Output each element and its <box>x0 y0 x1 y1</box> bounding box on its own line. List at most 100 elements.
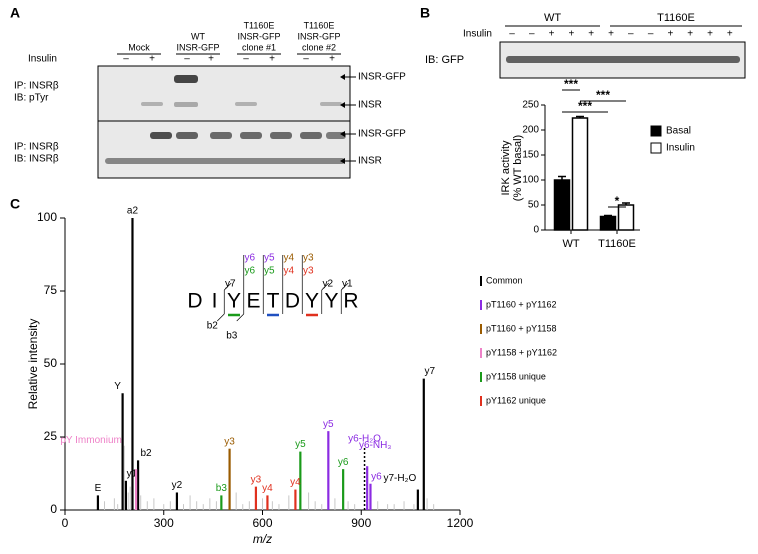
y-axis-label: Relative intensity <box>26 319 40 410</box>
fragment-hook <box>217 313 225 322</box>
legend-label: pT1160 + pY1162 <box>486 299 556 309</box>
peak-label: Y <box>114 381 121 392</box>
group-label: clone #1 <box>242 42 276 52</box>
legend-label: pY1158 unique <box>486 371 546 381</box>
insulin-sign: – <box>648 29 654 40</box>
legend-swatch <box>650 125 662 137</box>
blot-label: IB: INSRβ <box>14 154 59 165</box>
peptide-residue: I <box>212 290 218 313</box>
fragment-hook <box>341 282 349 291</box>
x-tick-label: 600 <box>252 516 272 530</box>
x-axis-label: m/z <box>253 532 272 546</box>
peak-label: E <box>95 483 102 494</box>
y-ion-label: y5 <box>264 266 275 277</box>
x-tick-label: 0 <box>62 516 69 530</box>
legend-label: pT1160 + pY1158 <box>486 323 556 333</box>
peptide-residue: D <box>285 290 300 313</box>
peak-label: b3 <box>216 483 228 494</box>
band-label: INSR <box>358 100 382 111</box>
legend-label: pY1162 unique <box>486 395 546 405</box>
insulin-sign: + <box>588 29 594 40</box>
y-tick-label: 0 <box>533 225 539 236</box>
group-label: clone #2 <box>302 42 336 52</box>
arrowhead <box>340 158 345 164</box>
legend-label: Common <box>486 275 523 285</box>
y-tick-label: 100 <box>37 210 57 224</box>
insulin-sign: + <box>687 29 693 40</box>
y-axis-label: (% WT basal) <box>512 135 524 201</box>
significance-label: * <box>615 194 620 208</box>
x-tick-label: 900 <box>351 516 371 530</box>
group-label: T1160E <box>657 12 695 24</box>
y-tick-label: 150 <box>522 150 539 161</box>
insulin-sign: + <box>707 29 713 40</box>
band-label: INSR-GFP <box>358 129 406 140</box>
peak-label: y3 <box>224 436 235 447</box>
insulin-sign: + <box>149 54 155 65</box>
peak-label: b2 <box>141 448 153 459</box>
insulin-sign: – <box>628 29 634 40</box>
insulin-sign: + <box>269 54 275 65</box>
significance-label: *** <box>578 99 592 113</box>
y-tick-label: 0 <box>50 502 57 516</box>
insulin-sign: – <box>529 29 535 40</box>
peak-label: y5 <box>295 439 306 450</box>
significance-label: *** <box>596 88 610 102</box>
peak-label: y4 <box>290 477 301 488</box>
y-ion-label: y4 <box>283 253 294 264</box>
insulin-sign: + <box>208 54 214 65</box>
arrowhead <box>340 131 345 137</box>
peak-label: y7-H₂O <box>383 473 416 484</box>
peak-label: pY Immonium <box>60 435 122 446</box>
fragment-hook <box>236 313 244 322</box>
y-tick-label: 50 <box>44 356 58 370</box>
b-ion-label: b2 <box>207 321 219 332</box>
legend-label: Basal <box>666 126 691 137</box>
arrowhead <box>340 74 345 80</box>
insulin-sign: + <box>549 29 555 40</box>
insulin-sign: + <box>727 29 733 40</box>
y-tick-label: 250 <box>522 100 539 111</box>
peak-label: y6 <box>338 457 349 468</box>
bar <box>571 117 589 231</box>
peak-label: y5 <box>323 419 334 430</box>
y-axis-label: IRK activity <box>500 140 512 196</box>
insulin-sign: + <box>667 29 673 40</box>
y-tick-label: 50 <box>528 200 540 211</box>
insulin-sign: – <box>509 29 515 40</box>
bar <box>617 204 635 231</box>
insulin-sign: + <box>329 54 335 65</box>
group-label: WT <box>544 12 561 24</box>
peak-label: y4 <box>262 483 273 494</box>
y-ion-label: y3 <box>303 253 314 264</box>
blot-label: IB: pTyr <box>14 93 49 104</box>
insulin-sign: – <box>184 54 190 65</box>
insulin-sign: – <box>123 54 129 65</box>
peptide-residue: E <box>246 290 260 313</box>
group-label: INSR-GFP <box>176 42 219 52</box>
blot-label: IP: INSRβ <box>14 81 59 92</box>
y-ion-label: y3 <box>303 266 314 277</box>
peak-label: y2 <box>172 480 183 491</box>
peak-label: a2 <box>127 206 139 217</box>
peak-label: y6 <box>371 471 382 482</box>
x-tick-label: WT <box>562 238 579 250</box>
legend-label: pY1158 + pY1162 <box>486 347 557 357</box>
blot-label: IP: INSRβ <box>14 142 59 153</box>
insulin-sign: – <box>243 54 249 65</box>
blot-label: IB: GFP <box>425 54 464 66</box>
y-ion-label: y6 <box>244 266 255 277</box>
peptide-residue: Y <box>227 290 241 313</box>
legend-label: Insulin <box>666 143 695 154</box>
y-ion-label: y4 <box>283 266 294 277</box>
panel-label: C <box>10 196 20 212</box>
peptide-residue: T <box>267 290 280 313</box>
bar <box>553 179 571 231</box>
y-tick-label: 200 <box>522 125 539 136</box>
group-label: T1160E <box>244 20 275 30</box>
group-label: WT <box>191 31 205 41</box>
peptide-residue: Y <box>305 290 319 313</box>
blot-b-band <box>506 56 740 63</box>
significance-label: *** <box>564 77 578 91</box>
